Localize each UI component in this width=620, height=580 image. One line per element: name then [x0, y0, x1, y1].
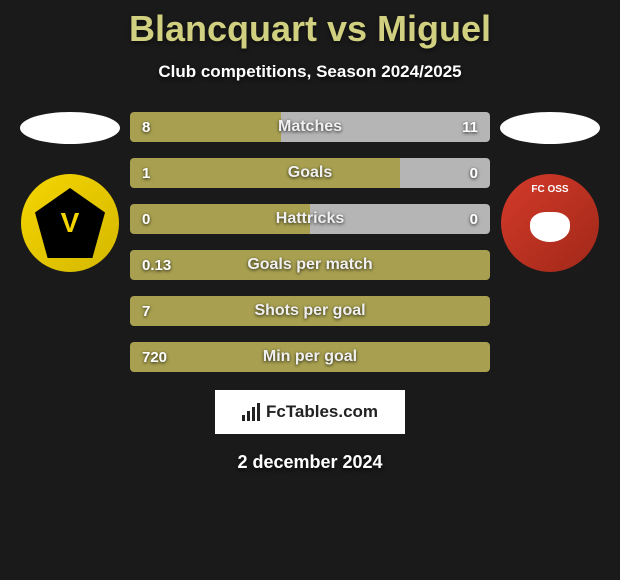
page-title: Blancquart vs Miguel: [0, 0, 620, 50]
attribution-badge: FcTables.com: [215, 390, 405, 434]
subtitle: Club competitions, Season 2024/2025: [0, 62, 620, 82]
crest-letter: V: [61, 207, 80, 239]
stat-value-right: 0: [470, 165, 478, 182]
right-team-crest: FC OSS: [501, 174, 599, 272]
shield-icon: V: [35, 188, 105, 258]
stat-label: Goals per match: [247, 256, 372, 274]
stat-row: 720 Min per goal: [130, 342, 490, 372]
stat-bars: 8 11 Matches 1 0 Goals 0 0 Hattricks 0.13 Goals pe…: [130, 112, 490, 372]
stat-bar-left-segment: [130, 112, 281, 142]
stat-value-left: 1: [142, 165, 150, 182]
stat-label: Hattricks: [276, 210, 344, 228]
stat-value-right: 11: [462, 119, 478, 136]
bar-chart-icon: [242, 403, 260, 421]
comparison-infographic: Blancquart vs Miguel Club competitions, …: [0, 0, 620, 580]
right-team-column: FC OSS: [490, 112, 610, 272]
right-player-placeholder: [500, 112, 600, 144]
stat-row: 0 0 Hattricks: [130, 204, 490, 234]
stat-bar-left-segment: [130, 158, 400, 188]
stat-row: 8 11 Matches: [130, 112, 490, 142]
stat-row: 0.13 Goals per match: [130, 250, 490, 280]
stat-label: Min per goal: [263, 348, 357, 366]
stat-value-left: 0.13: [142, 257, 171, 274]
left-player-placeholder: [20, 112, 120, 144]
stat-value-left: 7: [142, 303, 150, 320]
stat-value-left: 8: [142, 119, 150, 136]
stat-row: 1 0 Goals: [130, 158, 490, 188]
stat-label: Goals: [288, 164, 332, 182]
bull-icon: [530, 212, 570, 242]
stat-label: Matches: [278, 118, 342, 136]
stat-row: 7 Shots per goal: [130, 296, 490, 326]
stat-value-right: 0: [470, 211, 478, 228]
stat-label: Shots per goal: [254, 302, 365, 320]
left-team-crest: V: [21, 174, 119, 272]
crest-text: FC OSS: [501, 184, 599, 195]
left-team-column: V: [10, 112, 130, 272]
stat-value-left: 0: [142, 211, 150, 228]
content-area: V 8 11 Matches 1 0 Goals 0 0 Hattricks 0.13 Goals …: [0, 112, 620, 372]
date-text: 2 december 2024: [0, 452, 620, 473]
stat-value-left: 720: [142, 349, 167, 366]
attribution-text: FcTables.com: [266, 402, 378, 422]
